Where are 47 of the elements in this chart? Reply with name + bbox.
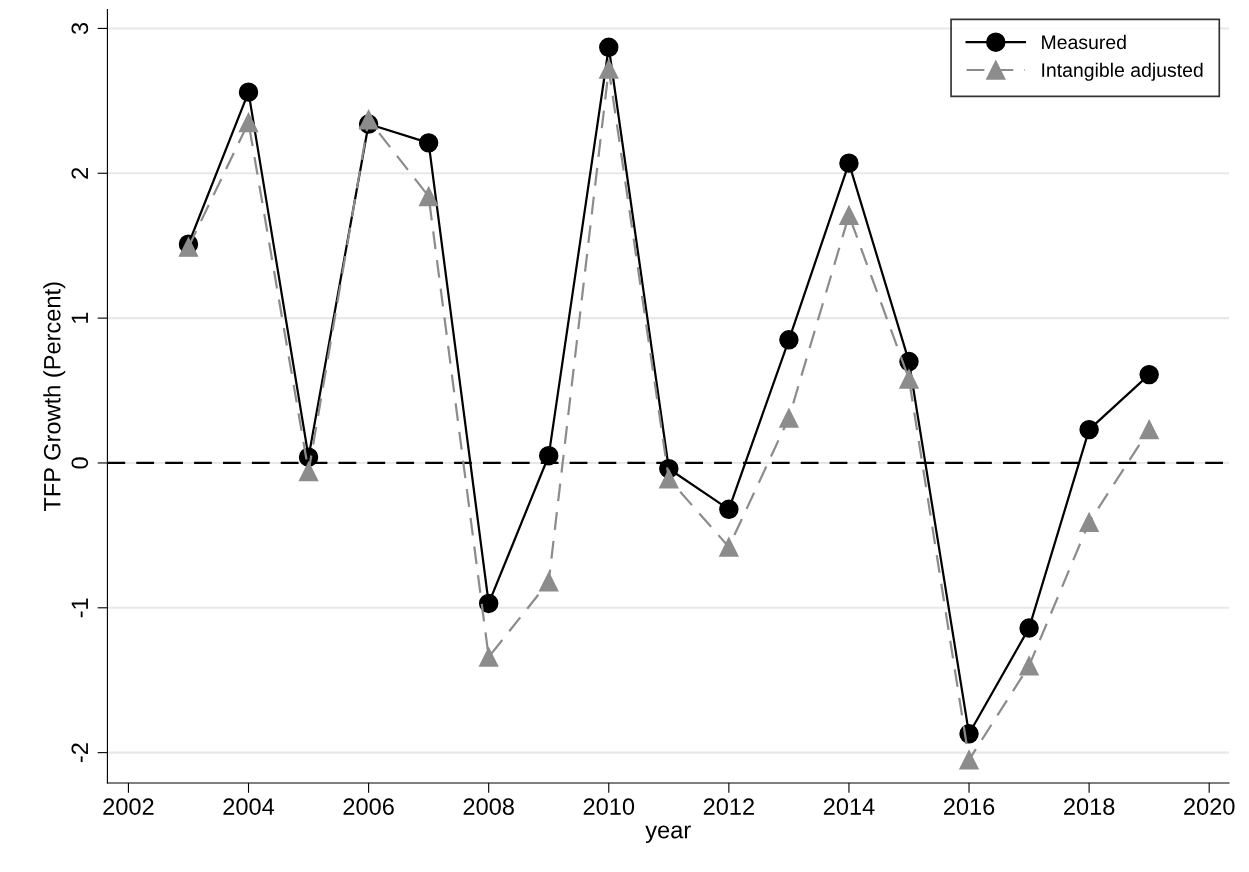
y-tick-label: 2 — [71, 167, 88, 179]
x-tick-label: 2010 — [583, 798, 635, 815]
point — [478, 647, 499, 667]
x-tick-label: 2006 — [343, 798, 394, 815]
point — [1139, 419, 1159, 440]
y-axis-title: TFP Growth (Percent) — [43, 282, 66, 512]
point — [599, 59, 619, 79]
x-tick-label: 2020 — [1184, 798, 1235, 815]
point — [659, 469, 679, 489]
point — [899, 369, 919, 389]
x-tick-label: 2014 — [823, 798, 875, 815]
x-tick-label: 2004 — [223, 798, 275, 815]
y-tick-label: 3 — [71, 22, 89, 35]
legend-label: Intangible adjusted — [1042, 62, 1203, 81]
point — [719, 537, 739, 557]
point — [1139, 364, 1159, 385]
point — [1019, 618, 1039, 638]
x-tick-label: 2002 — [103, 798, 154, 815]
point — [238, 112, 259, 133]
point — [238, 82, 259, 102]
point — [719, 499, 739, 520]
point — [418, 186, 439, 207]
x-tick-label: 2018 — [1064, 798, 1115, 815]
point — [1079, 512, 1099, 533]
point — [599, 37, 619, 57]
point — [539, 572, 559, 592]
point — [839, 153, 859, 173]
point — [779, 330, 799, 350]
x-tick-label: 2008 — [463, 798, 514, 815]
y-tick-label: -2 — [71, 743, 88, 763]
x-tick-label: 2016 — [943, 798, 995, 815]
point — [779, 408, 799, 428]
point — [298, 461, 319, 482]
x-tick-label: 2012 — [703, 798, 754, 815]
point — [839, 205, 859, 225]
y-tick-label: 0 — [71, 457, 89, 469]
x-axis-title: year — [645, 825, 691, 844]
point — [1019, 656, 1039, 676]
y-tick-label: 1 — [71, 312, 88, 323]
point — [1079, 419, 1099, 440]
point — [418, 133, 439, 153]
point — [959, 750, 979, 770]
legend-label: Measured — [1042, 34, 1126, 50]
point — [358, 109, 379, 130]
y-tick-label: -1 — [71, 598, 88, 618]
point — [539, 445, 559, 466]
point — [478, 593, 499, 614]
